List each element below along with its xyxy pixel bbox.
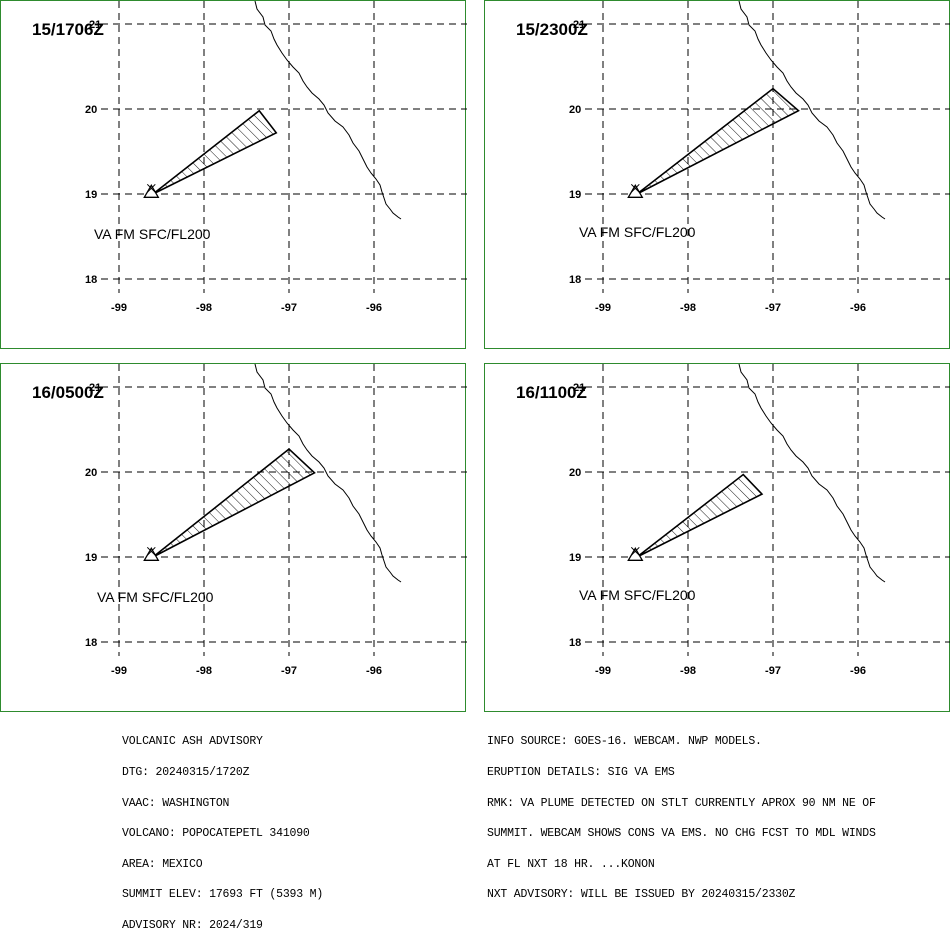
lat-tick-label: 19 <box>85 189 97 201</box>
map-canvas-2: -99 -98 -97 -96 21 20 19 18 <box>569 1 950 314</box>
ash-level-label: VA FM SFC/FL200 <box>579 224 696 240</box>
lat-tick-label: 21 <box>89 382 101 394</box>
lat-tick-label: 20 <box>85 104 97 116</box>
volcano-icon <box>627 183 644 198</box>
advisory-line: SUMMIT. WEBCAM SHOWS CONS VA EMS. NO CHG… <box>487 827 876 841</box>
ash-plume-polygon <box>152 109 278 195</box>
lat-lon-grid <box>101 364 467 656</box>
advisory-line: ADVISORY NR: 2024/319 <box>122 918 263 932</box>
lon-tick-label: -96 <box>850 302 866 314</box>
lat-tick-label: 19 <box>569 189 581 201</box>
advisory-line: DTG: 20240315/1720Z <box>122 766 250 779</box>
lon-tick-label: -98 <box>196 302 212 314</box>
advisory-line: NXT ADVISORY: WILL BE ISSUED BY 20240315… <box>487 888 796 902</box>
lon-tick-label: -99 <box>595 665 611 677</box>
lat-tick-label: 18 <box>569 637 581 649</box>
advisory-line: ERUPTION DETAILS: SIG VA EMS <box>487 766 675 779</box>
lon-tick-label: -99 <box>595 302 611 314</box>
lat-tick-label: 18 <box>85 637 97 649</box>
panel-time-label: 15/1706Z <box>32 20 104 39</box>
map-canvas-1: -99 -98 -97 -96 21 20 19 18 <box>85 1 467 314</box>
panel-time-label: 15/2300Z <box>516 20 588 39</box>
ash-level-label: VA FM SFC/FL200 <box>94 226 211 242</box>
lon-tick-label: -99 <box>111 302 127 314</box>
coastline <box>254 364 402 583</box>
forecast-panel-1: -99 -98 -97 -96 21 20 19 18 15/1706Z VA FM SFC/… <box>0 0 467 349</box>
lon-tick-label: -98 <box>680 665 696 677</box>
ash-plume-polygon <box>636 473 764 558</box>
map-canvas-3: -99 -98 -97 -96 21 20 19 18 <box>85 364 467 677</box>
lat-lon-grid <box>585 1 950 293</box>
ash-plume-polygon <box>636 87 800 195</box>
lat-lon-grid <box>101 1 467 293</box>
lon-tick-label: -97 <box>765 302 781 314</box>
ash-level-label: VA FM SFC/FL200 <box>579 587 696 603</box>
lat-tick-label: 21 <box>573 19 585 31</box>
lon-tick-label: -97 <box>765 665 781 677</box>
advisory-remarks-block: INFO SOURCE: GOES-16. WEBCAM. NWP MODELS… <box>487 717 876 911</box>
forecast-panel-4: -99 -98 -97 -96 21 20 19 18 16/1100Z VA FM SFC/… <box>484 363 950 712</box>
advisory-line: AT FL NXT 18 HR. ...KONON <box>487 857 655 871</box>
lon-tick-label: -97 <box>281 302 297 314</box>
lon-tick-label: -96 <box>366 665 382 677</box>
advisory-line: AREA: MEXICO <box>122 857 203 871</box>
lon-tick-label: -98 <box>680 302 696 314</box>
lon-tick-label: -99 <box>111 665 127 677</box>
ash-level-label: VA FM SFC/FL200 <box>97 589 214 605</box>
lat-tick-label: 18 <box>569 274 581 286</box>
ash-plume-polygon <box>152 447 316 558</box>
advisory-line: RMK: VA PLUME DETECTED ON STLT CURRENTLY… <box>487 796 876 810</box>
advisory-line: VOLCANIC ASH ADVISORY <box>122 735 263 749</box>
lon-tick-label: -96 <box>850 665 866 677</box>
forecast-panel-3: -99 -98 -97 -96 21 20 19 18 16/0500Z VA FM SFC/… <box>0 363 467 712</box>
coastline <box>738 364 886 583</box>
lat-tick-label: 18 <box>85 274 97 286</box>
lat-tick-label: 19 <box>85 552 97 564</box>
advisory-line: VOLCANO: POPOCATEPETL 341090 <box>122 827 310 841</box>
forecast-panel-2: -99 -98 -97 -96 21 20 19 18 15/2300Z VA FM SFC/… <box>484 0 950 349</box>
volcano-icon <box>627 546 644 561</box>
lon-tick-label: -97 <box>281 665 297 677</box>
lat-tick-label: 20 <box>569 467 581 479</box>
coastline <box>254 1 402 220</box>
volcano-icon <box>143 183 160 198</box>
panel-time-label: 16/1100Z <box>516 383 587 402</box>
advisory-line: SUMMIT ELEV: 17693 FT (5393 M) <box>122 888 324 902</box>
map-canvas-4: -99 -98 -97 -96 21 20 19 18 <box>569 364 950 677</box>
advisory-line: VAAC: WASHINGTON <box>122 796 230 810</box>
lat-tick-label: 19 <box>569 552 581 564</box>
advisory-line: INFO SOURCE: GOES-16. WEBCAM. NWP MODELS… <box>487 735 762 749</box>
lat-tick-label: 21 <box>573 382 585 394</box>
lat-lon-grid <box>585 364 950 656</box>
lon-tick-label: -96 <box>366 302 382 314</box>
lon-tick-label: -98 <box>196 665 212 677</box>
panel-time-label: 16/0500Z <box>32 383 104 402</box>
coastline <box>738 1 886 220</box>
lat-tick-label: 20 <box>85 467 97 479</box>
lat-tick-label: 20 <box>569 104 581 116</box>
volcano-icon <box>143 546 160 561</box>
advisory-header-block: VOLCANIC ASH ADVISORY DTG: 20240315/1720… <box>122 717 323 941</box>
lat-tick-label: 21 <box>89 19 101 31</box>
